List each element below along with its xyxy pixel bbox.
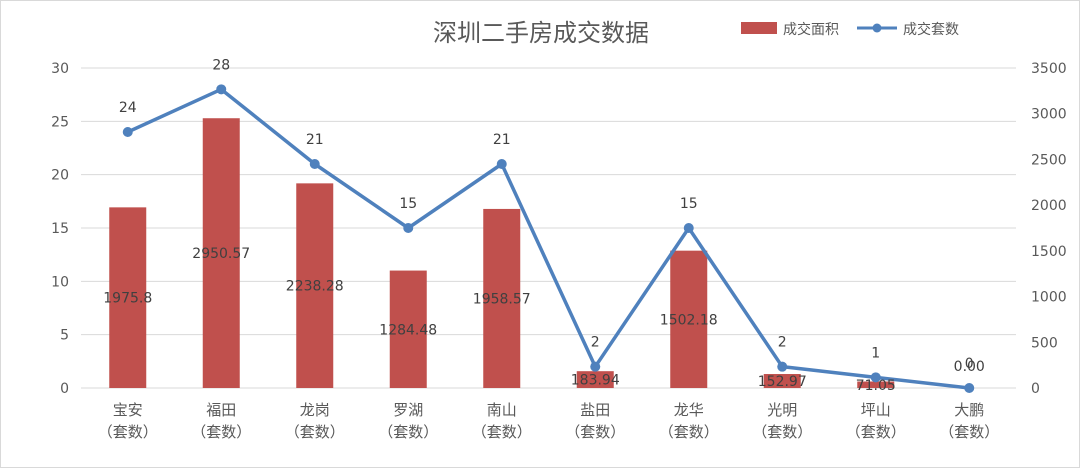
- area-data-label: 183.94: [571, 373, 620, 389]
- area-data-label: 1958.57: [473, 291, 531, 307]
- count-marker: [216, 84, 227, 95]
- right-y-tick-label: 500: [1031, 335, 1058, 351]
- right-y-tick-label: 1500: [1031, 244, 1067, 260]
- x-category-sublabel: （套数）: [285, 423, 345, 441]
- chart-legend: 成交面积 成交套数: [741, 21, 959, 38]
- x-category-label: 坪山: [861, 401, 891, 419]
- line-series-count: [122, 84, 975, 393]
- x-category-sublabel: （套数）: [565, 423, 625, 441]
- x-category-label: 盐田: [580, 401, 610, 419]
- x-category-label: 南山: [487, 401, 517, 419]
- legend-label-area: 成交面积: [783, 21, 839, 38]
- right-y-axis: 0 500 1000 1500 2000 2500 3000 3500: [1031, 61, 1067, 397]
- count-data-label: 28: [212, 57, 230, 73]
- count-line: [127, 87, 970, 390]
- x-category-label: 龙岗: [300, 401, 330, 419]
- legend-swatch-area: [741, 22, 777, 34]
- x-axis-categories: 宝安 （套数） 福田 （套数） 龙岗 （套数） 罗湖 （套数） 南山 （套数） 盐田 （套数） 龙华 （套…: [98, 401, 1000, 441]
- right-y-tick-label: 0: [1031, 381, 1040, 397]
- x-category-label: 罗湖: [393, 401, 423, 419]
- chart-title: 深圳二手房成交数据: [433, 19, 649, 47]
- x-category-sublabel: （套数）: [939, 423, 999, 441]
- legend-swatch-count-marker: [872, 23, 882, 33]
- bar-area: [670, 250, 708, 388]
- count-data-label: 2: [591, 335, 600, 351]
- count-data-label: 15: [399, 196, 417, 212]
- count-marker: [403, 223, 414, 233]
- bar-area: [576, 371, 614, 388]
- x-category-label: 福田: [206, 401, 236, 419]
- bar-area: [109, 207, 147, 388]
- count-marker: [870, 372, 881, 383]
- left-y-tick-label: 5: [60, 328, 69, 344]
- count-data-label: 21: [306, 132, 324, 148]
- left-y-tick-label: 0: [60, 381, 69, 397]
- x-category-sublabel: （套数）: [752, 423, 812, 441]
- legend-label-count: 成交套数: [903, 21, 959, 38]
- bar-series-area: [109, 118, 895, 389]
- area-data-label: 1284.48: [379, 322, 437, 338]
- left-y-tick-label: 15: [51, 221, 69, 237]
- count-marker: [122, 127, 133, 137]
- count-data-label: 0: [965, 356, 974, 372]
- count-marker: [590, 361, 601, 372]
- bar-area: [389, 270, 427, 388]
- area-data-label: 2238.28: [286, 279, 344, 295]
- area-data-label: 0.00: [954, 359, 985, 375]
- right-y-tick-label: 2500: [1031, 152, 1067, 168]
- count-data-label: 21: [493, 132, 511, 148]
- left-y-tick-label: 10: [51, 274, 69, 290]
- area-data-label: 2950.57: [192, 246, 250, 262]
- bar-area: [202, 118, 240, 389]
- left-y-axis: 0 5 10 15 20 25 30: [51, 61, 69, 397]
- x-category-label: 大鹏: [954, 401, 984, 419]
- x-category-label: 宝安: [113, 401, 143, 419]
- x-category-sublabel: （套数）: [472, 423, 532, 441]
- count-data-label: 1: [871, 345, 880, 361]
- bar-area: [296, 183, 334, 388]
- count-marker: [683, 223, 694, 233]
- data-labels: 1975.8 2950.57 2238.28 1284.48 1958.57 183.94…: [103, 57, 985, 393]
- x-category-label: 光明: [767, 401, 797, 419]
- area-data-label: 152.97: [758, 374, 807, 390]
- right-y-tick-label: 1000: [1031, 290, 1067, 306]
- area-data-label: 1502.18: [660, 312, 718, 328]
- left-y-tick-label: 30: [51, 61, 69, 77]
- x-category-sublabel: （套数）: [378, 423, 438, 441]
- area-data-label: 1975.8: [103, 291, 152, 307]
- count-data-label: 15: [680, 196, 698, 212]
- x-category-sublabel: （套数）: [98, 423, 158, 441]
- x-category-label: 龙华: [674, 401, 704, 419]
- count-marker: [777, 361, 788, 372]
- left-y-tick-label: 20: [51, 168, 69, 184]
- x-category-sublabel: （套数）: [846, 423, 906, 441]
- x-category-sublabel: （套数）: [659, 423, 719, 441]
- count-marker: [496, 159, 507, 169]
- right-y-tick-label: 3000: [1031, 107, 1067, 123]
- x-category-sublabel: （套数）: [191, 423, 251, 441]
- right-y-tick-label: 2000: [1031, 198, 1067, 214]
- right-y-tick-label: 3500: [1031, 61, 1067, 77]
- area-data-label: 71.05: [856, 378, 896, 394]
- bar-area: [483, 208, 521, 388]
- count-data-label: 24: [119, 100, 137, 116]
- bar-area: [857, 381, 895, 388]
- count-marker: [964, 383, 975, 393]
- count-marker: [309, 159, 320, 169]
- left-y-tick-label: 25: [51, 114, 69, 130]
- bar-area: [763, 374, 801, 388]
- count-data-label: 2: [778, 335, 787, 351]
